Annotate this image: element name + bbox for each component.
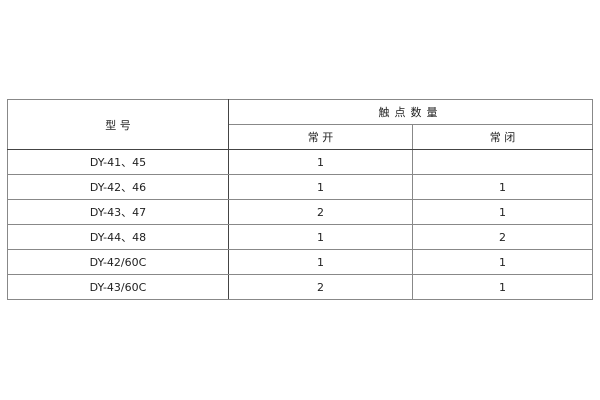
- header-model: 型 号: [7, 99, 229, 150]
- table-row: DY-44、48 1 2: [7, 224, 593, 250]
- normally-closed-cell: 2: [412, 224, 593, 250]
- table-row: DY-42、46 1 1: [7, 174, 593, 200]
- header-normally-closed: 常 闭: [412, 124, 593, 150]
- model-cell: DY-42/60C: [7, 249, 229, 275]
- normally-open-cell: 1: [228, 224, 413, 250]
- normally-open-cell: 1: [228, 149, 413, 175]
- normally-closed-cell: 1: [412, 174, 593, 200]
- normally-closed-cell: 1: [412, 249, 593, 275]
- model-cell: DY-41、45: [7, 149, 229, 175]
- model-cell: DY-44、48: [7, 224, 229, 250]
- table-row: DY-41、45 1: [7, 149, 593, 175]
- table-row: DY-43/60C 2 1: [7, 274, 593, 300]
- table-row: DY-42/60C 1 1: [7, 249, 593, 275]
- normally-open-cell: 2: [228, 199, 413, 225]
- header-normally-open: 常 开: [228, 124, 413, 150]
- normally-closed-cell: 1: [412, 199, 593, 225]
- model-cell: DY-42、46: [7, 174, 229, 200]
- model-cell: DY-43、47: [7, 199, 229, 225]
- normally-closed-cell: 1: [412, 274, 593, 300]
- table-row: DY-43、47 2 1: [7, 199, 593, 225]
- model-cell: DY-43/60C: [7, 274, 229, 300]
- normally-open-cell: 2: [228, 274, 413, 300]
- normally-open-cell: 1: [228, 249, 413, 275]
- normally-open-cell: 1: [228, 174, 413, 200]
- normally-closed-cell: [412, 149, 593, 175]
- contact-table: 型 号 触点数量 常 开 常 闭 DY-41、45 1 DY-42、46 1 1 DY…: [7, 99, 593, 300]
- header-contact-count: 触点数量: [228, 99, 593, 125]
